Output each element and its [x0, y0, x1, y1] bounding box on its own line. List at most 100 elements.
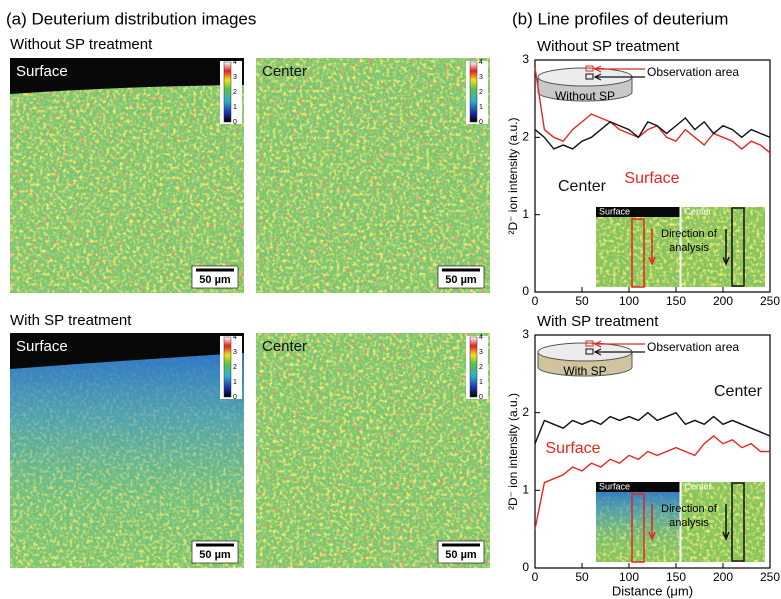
annotation: With SP: [563, 364, 606, 378]
colorbar-tick-label: 0: [479, 119, 483, 126]
arrow: [593, 73, 645, 81]
y-tick-label: 1: [522, 207, 529, 221]
line-chart: Without SP treatment 0 1 2 3 0 50 100 150 200 250 ²…: [506, 38, 780, 308]
analysis-box: [631, 218, 645, 288]
y-axis-label: ²D⁻ ion intensity (a.u.): [506, 117, 520, 234]
x-axis-label: Distance (μm): [612, 583, 693, 598]
subtitle: Without SP treatment: [10, 36, 153, 53]
inset-annotation: Direction of: [661, 503, 718, 515]
arrow: [722, 504, 730, 541]
annotation: Observation area: [647, 340, 739, 354]
analysis-box: [731, 207, 745, 287]
obs-square: [585, 65, 594, 72]
colorbar-tick-label: 4: [479, 334, 483, 341]
x-tick-label: 0: [532, 294, 539, 308]
embedding-resin: [10, 333, 244, 369]
x-tick-label: 150: [666, 294, 686, 308]
line-chart: With SP treatment 0 1 2 3 0 50 100 150 200 250 ²D⁻ …: [506, 313, 780, 598]
colorbar: [469, 61, 478, 123]
inset-annotation: Direction of: [661, 228, 718, 240]
image-noise: [10, 58, 244, 293]
colorbar-tick-label: 4: [233, 334, 237, 341]
plot-frame: [534, 59, 771, 293]
chart-title: Without SP treatment: [537, 38, 680, 55]
colorbar-tick-label: 3: [233, 74, 237, 81]
annotation: Without SP: [555, 89, 615, 103]
series-label: Center: [714, 383, 763, 400]
y-tick-label: 0: [522, 284, 529, 298]
y-tick-label: 3: [522, 52, 529, 66]
image-label: Center: [262, 63, 307, 80]
colorbar-tick-label: 1: [479, 379, 483, 386]
colorbar-tick-label: 2: [479, 89, 483, 96]
arrow: [593, 340, 645, 348]
colorbar-tick-label: 2: [479, 364, 483, 371]
colorbar-tick-label: 1: [479, 104, 483, 111]
inset-label: Surface: [599, 481, 630, 491]
chart-title: With SP treatment: [537, 313, 659, 330]
colorbar-tick-label: 4: [479, 59, 483, 66]
colorbar-tick-label: 2: [233, 89, 237, 96]
arrow: [593, 348, 645, 356]
colorbar-tick-label: 3: [479, 349, 483, 356]
embedding-resin: [10, 58, 244, 94]
x-tick-label: 50: [575, 570, 589, 584]
colorbar-tick-label: 4: [233, 59, 237, 66]
colorbar-tick-label: 2: [233, 364, 237, 371]
y-tick-label: 0: [522, 560, 529, 574]
x-tick-label: 100: [619, 570, 639, 584]
colorbar-tick-label: 0: [479, 394, 483, 401]
inset-blue: [596, 482, 681, 562]
x-tick-label: 250: [760, 570, 780, 584]
sims-image: Surface 0 1 2 3 4 50 µm: [10, 333, 244, 568]
x-tick-label: 250: [760, 294, 780, 308]
series-line: [534, 411, 771, 444]
colorbar-tick-label: 1: [233, 104, 237, 111]
colorbar-tick-label: 3: [479, 74, 483, 81]
obs-square: [585, 340, 594, 347]
arrow: [648, 229, 656, 266]
scale-bar-label: 50 µm: [199, 549, 231, 561]
x-tick-label: 200: [713, 570, 733, 584]
arrow: [593, 65, 645, 73]
sims-image: Center 0 1 2 3 4 50 µm: [256, 58, 490, 293]
analysis-box: [631, 493, 645, 563]
image-noise: [256, 333, 490, 568]
analysis-box: [731, 482, 745, 562]
obs-square: [585, 73, 594, 80]
subtitle: With SP treatment: [10, 312, 132, 329]
x-tick-label: 0: [532, 570, 539, 584]
series-line: [534, 117, 771, 150]
panel-title: (a) Deuterium distribution images: [6, 9, 256, 28]
colorbar-tick-label: 0: [233, 119, 237, 126]
annotation: Observation area: [647, 65, 739, 79]
inset-label: Center: [685, 206, 712, 216]
colorbar-tick-label: 3: [233, 349, 237, 356]
image-label: Center: [262, 338, 307, 355]
panel-title: (b) Line profiles of deuterium: [512, 9, 728, 28]
inset-band: [596, 482, 681, 492]
series-label: Surface: [545, 440, 600, 457]
series-label: Center: [558, 178, 607, 195]
inset-label: Surface: [599, 206, 630, 216]
charts: Without SP treatment 0 1 2 3 0 50 100 150 200 250 ²…: [506, 38, 780, 598]
y-tick-label: 2: [522, 405, 529, 419]
x-tick-label: 150: [666, 570, 686, 584]
image-label: Surface: [16, 63, 68, 80]
colorbar-tick-label: 1: [233, 379, 237, 386]
image-label: Surface: [16, 338, 68, 355]
sims-image: Center 0 1 2 3 4 50 µm: [256, 333, 490, 568]
colorbar: [223, 336, 232, 398]
y-tick-label: 3: [522, 327, 529, 341]
x-tick-label: 100: [619, 294, 639, 308]
series-line: [534, 435, 770, 530]
image-noise: [256, 58, 490, 293]
colorbar: [469, 336, 478, 398]
inset-band: [596, 207, 681, 217]
scale-bar-label: 50 µm: [445, 549, 477, 561]
series-line: [534, 67, 771, 154]
colorbar-tick-label: 0: [233, 394, 237, 401]
inset-annotation: analysis: [669, 517, 709, 529]
